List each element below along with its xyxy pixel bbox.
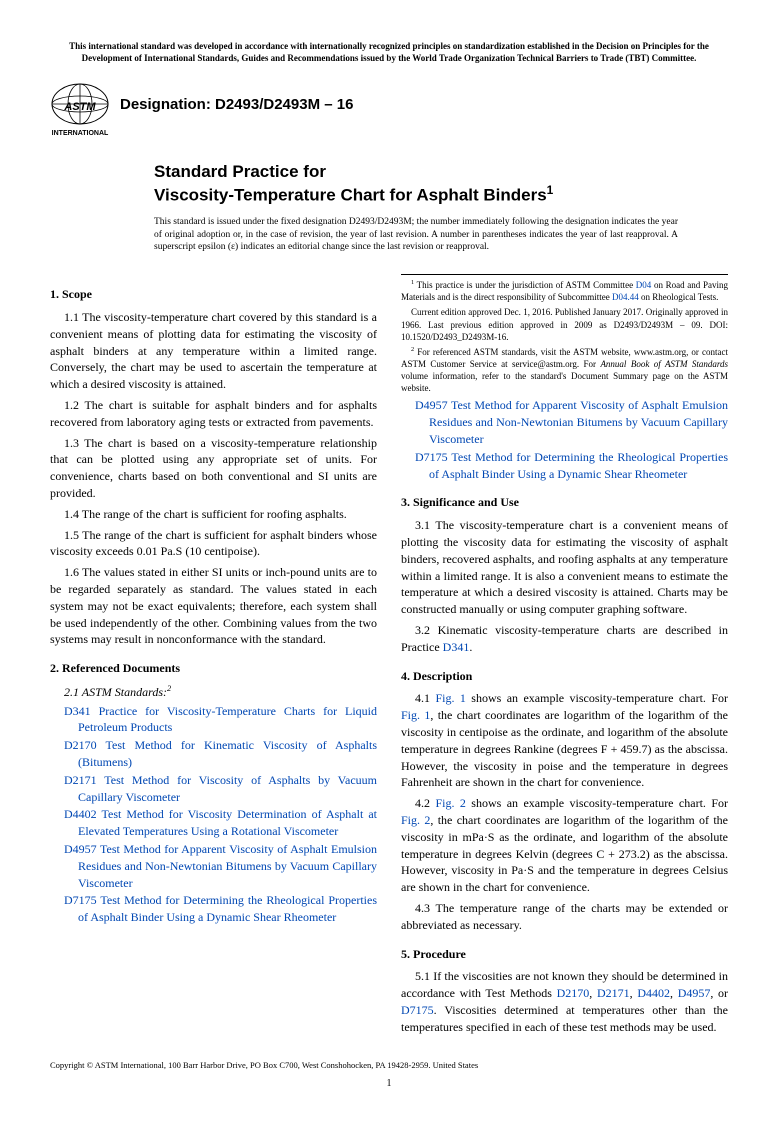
copyright-text: Copyright © ASTM International, 100 Barr…	[50, 1060, 728, 1072]
page-number: 1	[50, 1077, 728, 1091]
ref-link-d4957[interactable]: D4957	[64, 842, 97, 856]
link-d341-inline[interactable]: D341	[443, 640, 470, 654]
footnote-2: 2 For referenced ASTM standards, visit t…	[401, 346, 728, 395]
svg-text:INTERNATIONAL: INTERNATIONAL	[52, 130, 109, 137]
ref-item: D4957 Test Method for Apparent Viscosity…	[429, 397, 728, 447]
para-3-2: 3.2 Kinematic viscosity-temperature char…	[401, 622, 728, 656]
body-columns: 1. Scope 1.1 The viscosity-temperature c…	[50, 274, 728, 1035]
designation-text: Designation: D2493/D2493M – 16	[120, 94, 353, 115]
ref-item: D4402 Test Method for Viscosity Determin…	[78, 806, 377, 840]
ref-item: D2171 Test Method for Viscosity of Aspha…	[78, 772, 377, 806]
astm-standards-label: 2.1 ASTM Standards:2	[64, 683, 377, 701]
para-5-1: 5.1 If the viscosities are not known the…	[401, 968, 728, 1035]
para-4-1: 4.1 Fig. 1 shows an example viscosity-te…	[401, 690, 728, 791]
ref-link-d2170[interactable]: D2170	[64, 738, 97, 752]
para-1-5: 1.5 The range of the chart is sufficient…	[50, 527, 377, 561]
ref-item: D4957 Test Method for Apparent Viscosity…	[78, 841, 377, 891]
ref-link-d7175[interactable]: D7175	[64, 893, 97, 907]
designation-block: Designation: D2493/D2493M – 16	[120, 94, 353, 115]
para-4-2: 4.2 Fig. 2 shows an example viscosity-te…	[401, 795, 728, 896]
para-4-3: 4.3 The temperature range of the charts …	[401, 900, 728, 934]
para-1-4: 1.4 The range of the chart is sufficient…	[50, 506, 377, 523]
svg-text:ASTM: ASTM	[63, 101, 96, 113]
ref-link-d341[interactable]: D341	[64, 704, 91, 718]
astm-logo-icon: ASTM INTERNATIONAL	[50, 82, 110, 138]
ref-link-d7175[interactable]: D7175	[415, 450, 448, 464]
link-fig1b[interactable]: Fig. 1	[401, 708, 430, 722]
link-d04-44[interactable]: D04.44	[612, 292, 639, 302]
link-fig2b[interactable]: Fig. 2	[401, 813, 430, 827]
refdocs-heading: 2. Referenced Documents	[50, 660, 377, 677]
para-1-1: 1.1 The viscosity-temperature chart cove…	[50, 309, 377, 393]
ref-item: D2170 Test Method for Kinematic Viscosit…	[78, 737, 377, 771]
link-d04[interactable]: D04	[636, 280, 652, 290]
issue-note: This standard is issued under the fixed …	[154, 216, 678, 254]
link-fig1a[interactable]: Fig. 1	[435, 691, 465, 705]
procedure-heading: 5. Procedure	[401, 946, 728, 963]
para-1-3: 1.3 The chart is based on a viscosity-te…	[50, 435, 377, 502]
link-fig2a[interactable]: Fig. 2	[435, 796, 465, 810]
para-1-6: 1.6 The values stated in either SI units…	[50, 564, 377, 648]
top-notice: This international standard was develope…	[50, 40, 728, 64]
ref-item: D7175 Test Method for Determining the Rh…	[78, 892, 377, 926]
ref-link-d2171[interactable]: D2171	[64, 773, 97, 787]
ref-item: D7175 Test Method for Determining the Rh…	[429, 449, 728, 483]
link-d2170-proc[interactable]: D2170	[557, 986, 590, 1000]
title-block: Standard Practice for Viscosity-Temperat…	[154, 162, 728, 205]
link-d4957-proc[interactable]: D4957	[678, 986, 711, 1000]
link-d7175-proc[interactable]: D7175	[401, 1003, 434, 1017]
ref-item: D341 Practice for Viscosity-Temperature …	[78, 703, 377, 737]
link-d2171-proc[interactable]: D2171	[597, 986, 630, 1000]
footnotes: 1 This practice is under the jurisdictio…	[401, 274, 728, 394]
para-3-1: 3.1 The viscosity-temperature chart is a…	[401, 517, 728, 618]
header-row: ASTM INTERNATIONAL Designation: D2493/D2…	[50, 82, 728, 138]
description-heading: 4. Description	[401, 668, 728, 685]
ref-link-d4957[interactable]: D4957	[415, 398, 448, 412]
footnote-1b: Current edition approved Dec. 1, 2016. P…	[401, 306, 728, 342]
para-1-2: 1.2 The chart is suitable for asphalt bi…	[50, 397, 377, 431]
significance-heading: 3. Significance and Use	[401, 494, 728, 511]
ref-link-d4402[interactable]: D4402	[64, 807, 97, 821]
scope-heading: 1. Scope	[50, 286, 377, 303]
footnote-1: 1 This practice is under the jurisdictio…	[401, 279, 728, 303]
title-lead: Standard Practice for	[154, 162, 728, 182]
title-main: Viscosity-Temperature Chart for Asphalt …	[154, 183, 728, 206]
link-d4402-proc[interactable]: D4402	[637, 986, 670, 1000]
